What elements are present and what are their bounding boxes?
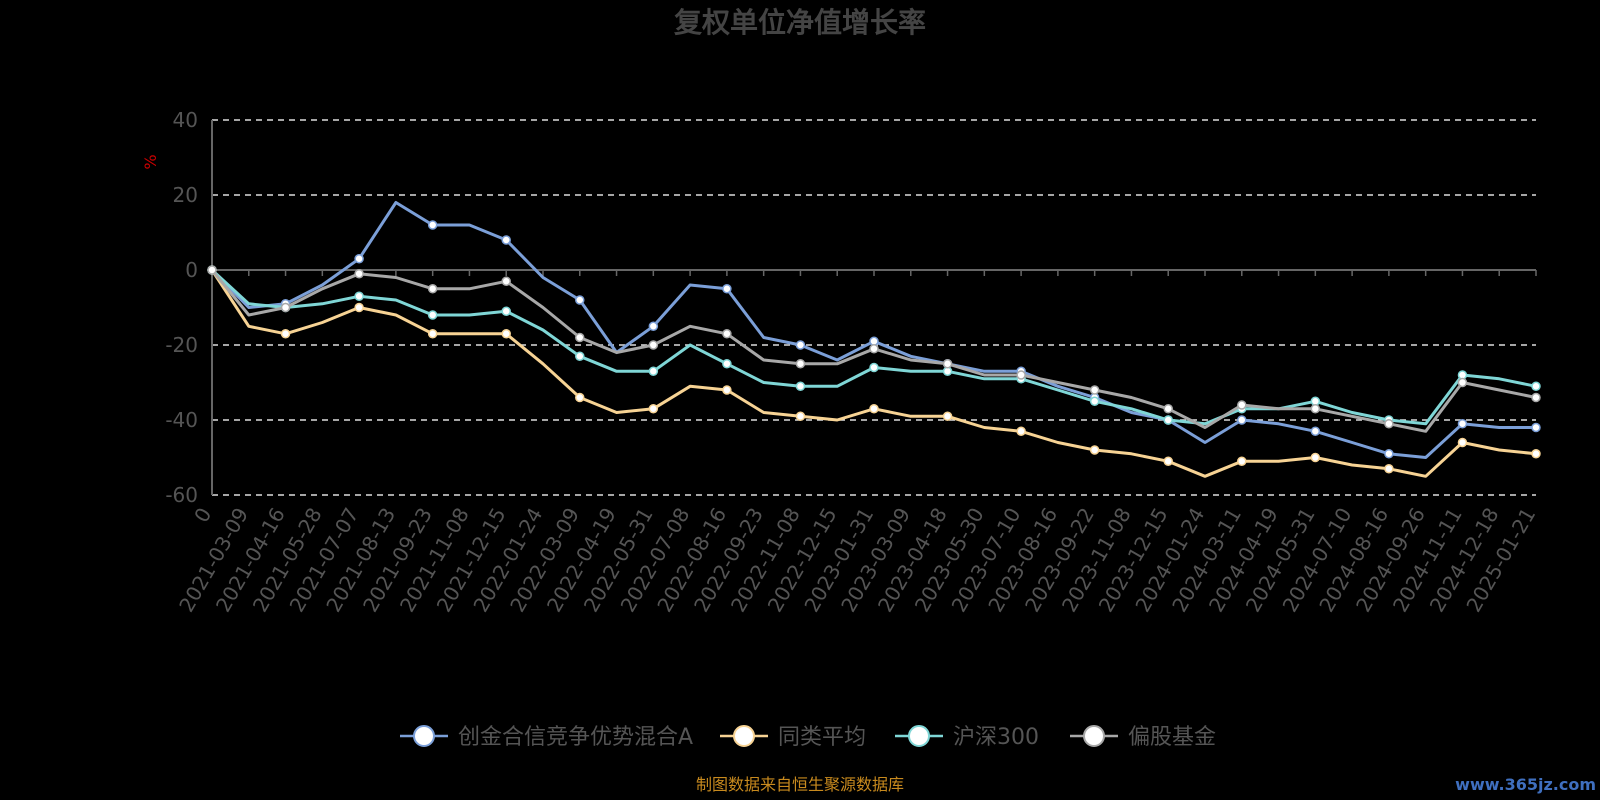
data-point[interactable]	[648, 366, 659, 376]
series-3	[207, 265, 1541, 433]
legend[interactable]: 创金合信竞争优势混合A 同类平均 沪深300 偏股基金	[400, 725, 1216, 750]
legend-label: 同类平均	[778, 725, 866, 750]
data-point[interactable]	[722, 385, 732, 395]
data-source-note: 制图数据来自恒生聚源数据库	[696, 775, 904, 794]
data-point[interactable]	[1310, 404, 1321, 414]
data-point[interactable]	[280, 329, 291, 339]
legend-label: 创金合信竞争优势混合A	[458, 725, 693, 750]
data-point[interactable]	[795, 411, 806, 421]
data-point[interactable]	[280, 302, 291, 313]
y-tick-label: 20	[173, 183, 198, 207]
data-point[interactable]	[501, 306, 511, 316]
series-group	[207, 201, 1541, 478]
data-point[interactable]	[1531, 381, 1541, 391]
data-point[interactable]	[427, 329, 438, 339]
data-point[interactable]	[795, 381, 806, 391]
data-point[interactable]	[575, 351, 585, 361]
legend-label: 偏股基金	[1128, 725, 1216, 750]
data-point[interactable]	[575, 392, 585, 403]
data-point[interactable]	[1016, 426, 1026, 436]
data-point[interactable]	[354, 291, 364, 301]
legend-marker-icon	[1083, 725, 1105, 747]
data-point[interactable]	[1531, 422, 1541, 433]
legend-marker-icon	[413, 725, 435, 747]
y-tick-label: -60	[165, 483, 198, 507]
legend-item[interactable]: 偏股基金	[1070, 725, 1216, 750]
data-point[interactable]	[795, 340, 806, 350]
data-point[interactable]	[1089, 445, 1100, 455]
data-point[interactable]	[648, 321, 659, 331]
data-point[interactable]	[869, 344, 879, 354]
data-point[interactable]	[427, 220, 438, 230]
data-point[interactable]	[1237, 400, 1247, 410]
legend-marker-icon	[908, 725, 930, 747]
y-axis-label: %	[141, 154, 160, 169]
legend-item[interactable]: 同类平均	[720, 725, 866, 750]
data-point[interactable]	[1384, 464, 1394, 474]
chart-title: 复权单位净值增长率	[674, 6, 926, 39]
y-tick-labels: 40 20 0 -20 -40 -60	[165, 108, 198, 507]
data-point[interactable]	[1163, 415, 1173, 425]
y-tick-label: -40	[165, 408, 198, 432]
data-point[interactable]	[722, 359, 732, 369]
y-tick-label: -20	[165, 333, 198, 357]
data-point[interactable]	[354, 269, 364, 279]
data-point[interactable]	[1531, 449, 1541, 459]
data-point[interactable]	[1016, 370, 1026, 380]
data-point[interactable]	[1384, 449, 1394, 459]
series-line	[210, 269, 1537, 478]
data-point[interactable]	[1531, 392, 1541, 403]
data-point[interactable]	[427, 284, 438, 294]
data-point[interactable]	[1457, 419, 1468, 429]
data-point[interactable]	[1384, 419, 1394, 429]
data-point[interactable]	[1163, 456, 1173, 466]
data-point[interactable]	[1310, 452, 1321, 463]
data-point[interactable]	[501, 276, 511, 286]
watermark: www.365jz.com	[1455, 775, 1596, 794]
data-point[interactable]	[1237, 456, 1247, 466]
data-point[interactable]	[648, 340, 659, 350]
data-point[interactable]	[501, 235, 511, 245]
series-1	[207, 265, 1541, 478]
y-tick-label: 40	[173, 108, 198, 132]
data-point[interactable]	[942, 411, 953, 421]
data-point[interactable]	[795, 359, 806, 369]
legend-marker-icon	[733, 725, 755, 747]
data-point[interactable]	[575, 332, 585, 343]
data-point[interactable]	[648, 404, 659, 414]
legend-item[interactable]: 创金合信竞争优势混合A	[400, 725, 693, 750]
data-point[interactable]	[575, 295, 585, 305]
data-point[interactable]	[1457, 377, 1468, 388]
data-point[interactable]	[869, 404, 879, 414]
data-point[interactable]	[1089, 385, 1100, 395]
x-tick-label: 0	[189, 504, 216, 527]
data-point[interactable]	[722, 329, 732, 339]
y-tick-label: 0	[185, 258, 198, 282]
data-point[interactable]	[501, 329, 511, 339]
data-point[interactable]	[354, 254, 364, 264]
data-point[interactable]	[1163, 404, 1173, 414]
data-point[interactable]	[1089, 396, 1100, 406]
x-tick-labels: 02021-03-092021-04-162021-05-282021-07-0…	[174, 503, 1540, 616]
data-point[interactable]	[1310, 426, 1321, 436]
data-point[interactable]	[1457, 437, 1468, 448]
axes	[211, 120, 1537, 495]
data-point[interactable]	[354, 302, 364, 313]
data-point[interactable]	[1237, 415, 1247, 425]
data-point[interactable]	[207, 265, 217, 275]
data-point[interactable]	[722, 284, 732, 294]
legend-item[interactable]: 沪深300	[895, 725, 1039, 750]
legend-label: 沪深300	[953, 725, 1039, 750]
data-point[interactable]	[869, 362, 879, 373]
data-point[interactable]	[942, 359, 953, 369]
data-point[interactable]	[427, 310, 438, 320]
